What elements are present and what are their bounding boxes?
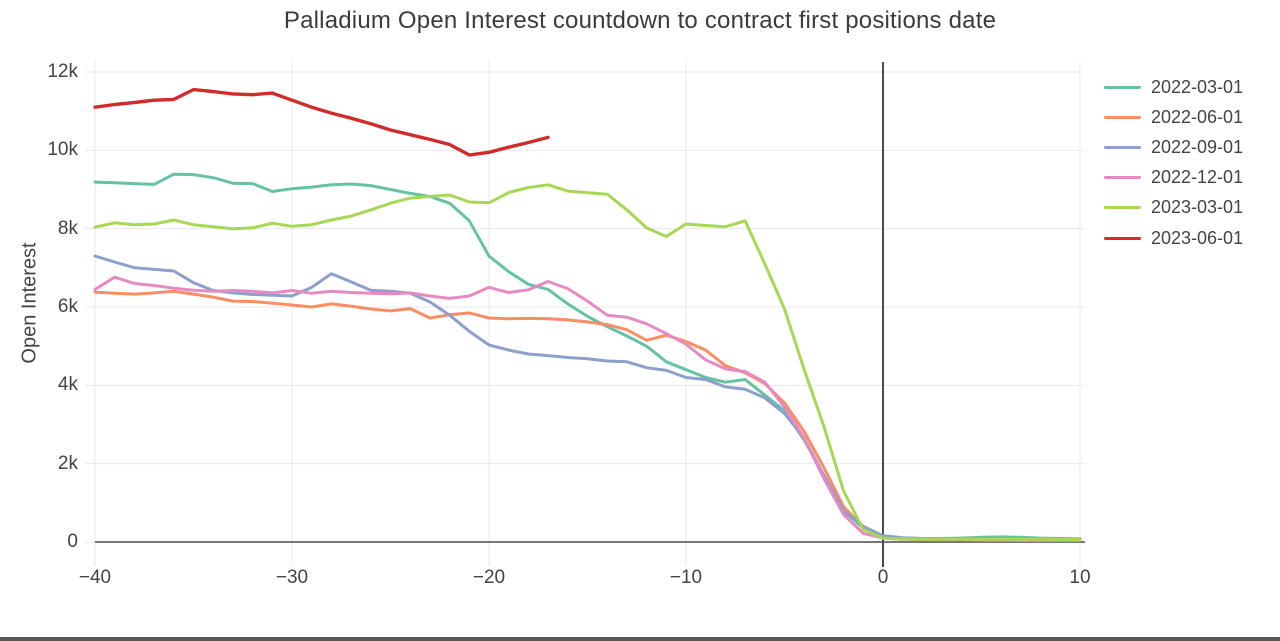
x-tick-label: −40 xyxy=(78,567,112,588)
legend-item-2022-03-01[interactable]: 2022-03-01 xyxy=(1104,73,1243,101)
legend-line-swatch xyxy=(1104,236,1141,240)
legend-item-2022-12-01[interactable]: 2022-12-01 xyxy=(1104,164,1243,192)
legend-line-swatch xyxy=(1104,145,1141,149)
y-tick-label: 0 xyxy=(67,531,78,552)
y-tick-label: 10k xyxy=(47,139,78,161)
legend-line-swatch xyxy=(1104,176,1141,180)
y-tick-label: 8k xyxy=(57,217,78,239)
legend-item-2023-03-01[interactable]: 2023-03-01 xyxy=(1104,194,1243,222)
legend-item-2022-09-01[interactable]: 2022-09-01 xyxy=(1104,133,1243,161)
y-tick-label: 4k xyxy=(57,374,78,396)
legend-line-swatch xyxy=(1104,115,1141,119)
legend-item-label: 2022-03-01 xyxy=(1151,76,1244,97)
legend-line-swatch xyxy=(1104,85,1141,89)
y-tick-label: 2k xyxy=(57,452,78,474)
series-line-2022-09-01[interactable] xyxy=(93,254,1082,542)
legend-item-label: 2023-03-01 xyxy=(1151,197,1244,218)
y-tick-label: 12k xyxy=(47,60,78,82)
legend-item-label: 2023-06-01 xyxy=(1151,227,1244,248)
y-tick-label: 6k xyxy=(57,295,78,317)
x-tick-label: −10 xyxy=(669,567,703,588)
legend-item-label: 2022-12-01 xyxy=(1151,167,1244,188)
legend-line-swatch xyxy=(1104,206,1141,210)
bottom-border-bar xyxy=(0,637,1280,641)
x-tick-label: 10 xyxy=(1069,567,1091,588)
x-tick-label: 0 xyxy=(877,567,889,588)
legend-item-label: 2022-09-01 xyxy=(1151,136,1244,157)
legend-item-label: 2022-06-01 xyxy=(1151,106,1244,127)
x-tick-label: −20 xyxy=(472,567,506,588)
series-line-2023-03-01[interactable] xyxy=(93,183,1082,542)
legend-item-2023-06-01[interactable]: 2023-06-01 xyxy=(1104,224,1243,252)
chart-title: Palladium Open Interest countdown to con… xyxy=(283,7,997,34)
series-line-2023-06-01[interactable] xyxy=(93,87,550,157)
x-tick-label: −30 xyxy=(275,567,309,588)
legend-item-2022-06-01[interactable]: 2022-06-01 xyxy=(1104,103,1243,131)
series-line-2022-06-01[interactable] xyxy=(93,289,1082,542)
